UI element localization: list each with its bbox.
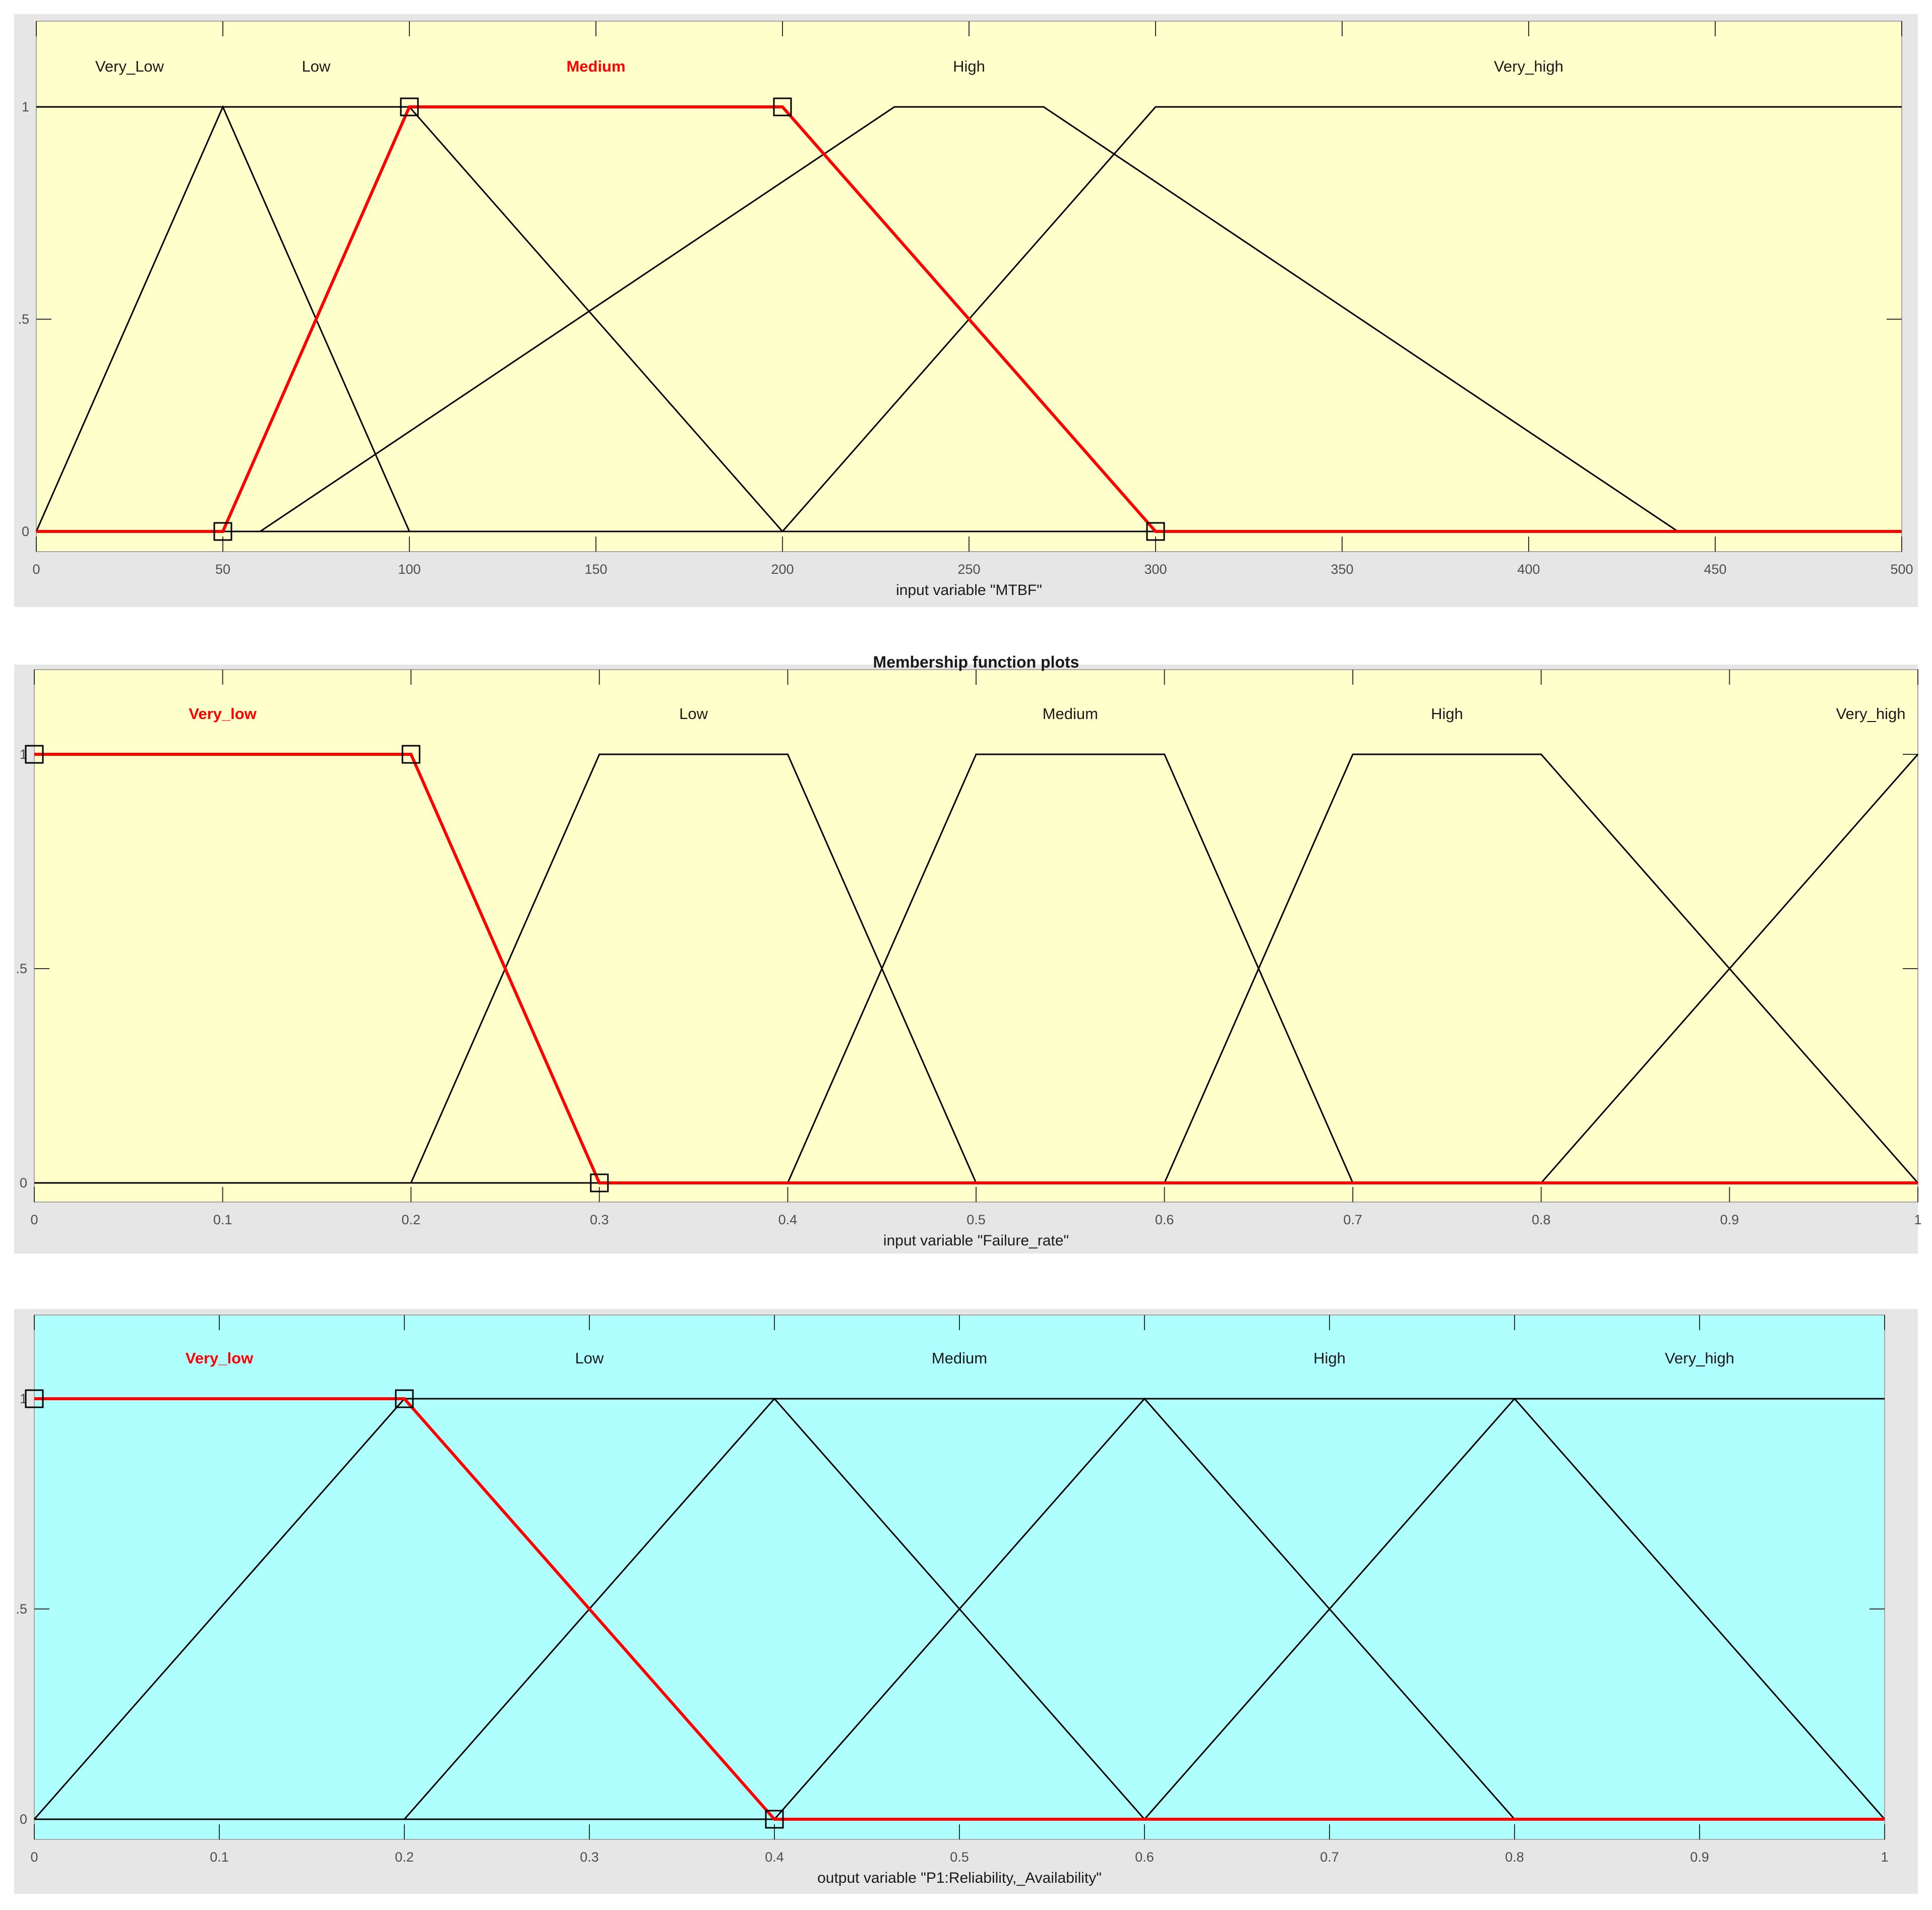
mf-label-very-high[interactable]: Very_high (1836, 705, 1906, 723)
x-tick-label: 450 (1704, 562, 1726, 577)
mf-line-medium[interactable] (36, 105, 1902, 533)
x-tick-label: 0.2 (395, 1849, 414, 1865)
x-tick-label: 50 (215, 562, 230, 577)
mf-label-high[interactable]: High (1431, 705, 1463, 723)
mf-label-high[interactable]: High (1313, 1349, 1346, 1367)
chart-panel-1: 0 50 100 150 200 250 300 350 400 450 500 0 .5 1 input … (14, 14, 1918, 607)
x-tick-label: 350 (1331, 562, 1353, 577)
x-tick-label: 100 (398, 562, 420, 577)
mf-label-very-high[interactable]: Very_high (1665, 1349, 1734, 1367)
mf-label-medium[interactable]: Medium (566, 57, 625, 75)
x-tick-label: 1 (1914, 1212, 1921, 1227)
y-tick-label: 0 (20, 1812, 27, 1827)
mf-label-medium[interactable]: Medium (932, 1349, 987, 1367)
y-tick-label: .5 (16, 961, 27, 976)
mf-label-very-low[interactable]: Very_low (189, 705, 257, 723)
mf-vertex-handle[interactable] (213, 522, 232, 541)
x-tick-label: 0 (32, 562, 40, 577)
x-tick-label: 0.6 (1155, 1212, 1174, 1227)
x-tick-label: 0.7 (1320, 1849, 1339, 1865)
x-tick-label: 0.6 (1135, 1849, 1154, 1865)
panel-title: Membership function plots (873, 653, 1079, 671)
mf-vertex-handle[interactable] (401, 745, 420, 764)
x-axis-title: input variable "MTBF" (896, 582, 1042, 599)
x-tick-label: 300 (1144, 562, 1167, 577)
mf-vertex-handle[interactable] (395, 1389, 414, 1408)
x-tick-label: 200 (771, 562, 794, 577)
x-axis-title: output variable "P1:Reliability,_Availab… (817, 1870, 1102, 1886)
x-tick-label: 150 (584, 562, 607, 577)
x-tick-label: 1 (1881, 1849, 1888, 1865)
mf-vertex-handle[interactable] (400, 97, 419, 116)
mf-label-low[interactable]: Low (575, 1349, 604, 1367)
x-tick-label: 0.1 (210, 1849, 229, 1865)
mf-vertex-handle[interactable] (1146, 522, 1165, 541)
x-tick-label: 0.4 (778, 1212, 798, 1227)
mf-line-very-high[interactable] (34, 1397, 1886, 1820)
x-tick-label: 0.5 (967, 1212, 986, 1227)
mf-vertex-handle[interactable] (765, 1810, 784, 1829)
chart-panel-2: Membership function plots 0 0.1 0.2 0.3 0.4 0.… (14, 653, 1922, 1254)
x-tick-label: 0 (30, 1212, 38, 1227)
x-tick-label: 0.8 (1532, 1212, 1551, 1227)
x-tick-label: 0 (30, 1849, 38, 1865)
x-tick-label: 0.1 (213, 1212, 232, 1227)
plot-area[interactable] (36, 21, 1902, 552)
x-tick-label: 500 (1890, 562, 1913, 577)
x-tick-label: 0.9 (1690, 1849, 1709, 1865)
mf-vertex-handle[interactable] (590, 1173, 609, 1192)
mf-label-very-low[interactable]: Very_low (186, 1349, 254, 1367)
mf-label-low[interactable]: Low (679, 705, 708, 723)
x-tick-label: 0.8 (1505, 1849, 1524, 1865)
x-tick-label: 0.2 (401, 1212, 420, 1227)
mf-vertex-handle[interactable] (773, 97, 792, 116)
mf-label-very-high[interactable]: Very_high (1494, 57, 1563, 75)
x-tick-label: 0.4 (765, 1849, 784, 1865)
mf-vertex-handle[interactable] (25, 1389, 44, 1408)
x-tick-label: 250 (957, 562, 980, 577)
plot-area[interactable] (34, 1315, 1885, 1840)
x-axis-title: input variable "Failure_rate" (883, 1232, 1069, 1249)
y-tick-label: .5 (18, 312, 29, 327)
x-tick-label: 0.3 (590, 1212, 609, 1227)
mf-label-very-low[interactable]: Very_Low (95, 57, 164, 75)
y-tick-label: .5 (16, 1601, 27, 1617)
plot-area[interactable] (34, 669, 1918, 1203)
mf-line-very-low[interactable] (34, 753, 1918, 1184)
mf-vertex-handle[interactable] (25, 745, 44, 764)
x-tick-label: 0.9 (1720, 1212, 1739, 1227)
x-tick-label: 0.3 (580, 1849, 599, 1865)
y-tick-label: 1 (22, 99, 29, 114)
x-tick-label: 0.5 (950, 1849, 969, 1865)
y-tick-label: 0 (20, 1175, 27, 1190)
mf-line-very-low[interactable] (34, 1397, 1885, 1821)
mf-label-low[interactable]: Low (302, 57, 331, 75)
x-tick-label: 400 (1517, 562, 1540, 577)
chart-panel-3: 0 0.1 0.2 0.3 0.4 0.5 0.6 0.7 0.8 0.9 10.51output … (14, 1309, 1918, 1894)
x-tick-label: 0.7 (1343, 1212, 1362, 1227)
mf-label-medium[interactable]: Medium (1043, 705, 1098, 723)
y-tick-label: 0 (22, 524, 29, 539)
mf-label-high[interactable]: High (953, 57, 985, 75)
